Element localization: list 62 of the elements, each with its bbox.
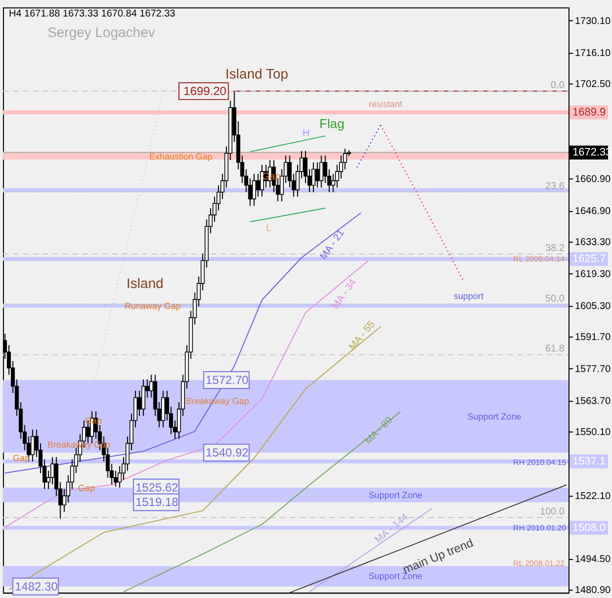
annotation: 23.6 bbox=[545, 180, 566, 192]
annotation: resistant bbox=[368, 99, 403, 110]
candlestick bbox=[315, 162, 320, 188]
annotation: 38.2 bbox=[545, 243, 565, 254]
y-tick-label: 1577.70 bbox=[574, 364, 612, 376]
annotation: 1482.30 bbox=[14, 579, 58, 594]
y-tick-label: 1716.10 bbox=[574, 48, 612, 60]
band-label: Support Zone bbox=[368, 490, 422, 500]
annotation: 50.0 bbox=[545, 293, 566, 304]
annotation: H4 1671.88 1673.33 1670.84 1672.33 bbox=[8, 8, 176, 20]
annotation: 61.8 bbox=[545, 344, 566, 355]
y-tick-label: 1730.10 bbox=[574, 16, 612, 28]
annotation: 1525.62 bbox=[135, 480, 178, 495]
y-tick-label: 1660.90 bbox=[574, 174, 612, 186]
text: MA - 55 bbox=[347, 318, 378, 352]
text: MA - 21 bbox=[318, 227, 348, 262]
text: MA - 144 bbox=[373, 512, 411, 546]
annotation: L bbox=[266, 222, 272, 234]
candlestick bbox=[161, 390, 166, 428]
y-tick-label: 1646.90 bbox=[574, 206, 612, 218]
candlestick bbox=[141, 378, 146, 416]
y-tick-label: 1550.10 bbox=[574, 427, 612, 438]
y-tick-label: 1702.50 bbox=[574, 79, 612, 90]
y-tick-label: 1522.10 bbox=[574, 491, 612, 502]
annotation: Gap bbox=[78, 482, 95, 493]
annotation: 1519.18 bbox=[135, 495, 179, 510]
y-tick-label: 1494.50 bbox=[574, 554, 612, 566]
y-tick-label: 1591.70 bbox=[574, 332, 612, 344]
annotation: 1540.92 bbox=[206, 446, 249, 460]
ref-line-label: 1689.9 bbox=[572, 106, 606, 118]
candlestick bbox=[256, 173, 260, 198]
y-tick-label: 1563.70 bbox=[574, 396, 612, 408]
y-tick-label: 1633.30 bbox=[574, 237, 612, 248]
annotation: support bbox=[454, 291, 484, 302]
annotation: RH 2010.01.20 bbox=[513, 523, 567, 532]
annotation: Island bbox=[126, 275, 164, 292]
annotation: 1572.70 bbox=[206, 373, 249, 388]
annotation: RL 2009.04.14 bbox=[513, 254, 566, 264]
annotation: Island Top bbox=[225, 66, 289, 82]
ref-line-label: 1699.20 bbox=[184, 84, 227, 98]
annotation: Breakaway Gap bbox=[186, 396, 250, 406]
line-series bbox=[4, 212, 362, 474]
candlestick bbox=[260, 164, 264, 198]
candlestick bbox=[30, 429, 35, 462]
candlestick bbox=[311, 162, 316, 193]
annotation: RH 2010.04.15 bbox=[513, 458, 567, 468]
band-label: Support Zone bbox=[368, 571, 422, 582]
candlestick bbox=[319, 155, 324, 188]
y-tick-label: 1619.30 bbox=[574, 269, 612, 280]
annotation: Runaway Gap bbox=[124, 300, 181, 311]
text: MA - 34 bbox=[330, 276, 359, 312]
candlestick bbox=[252, 173, 256, 206]
annotation: Exhaustion Gap bbox=[149, 152, 213, 162]
band-label: Support Zone bbox=[467, 411, 522, 422]
annotation: 0.0 bbox=[550, 80, 566, 92]
annotation: Sergey Logachev bbox=[47, 24, 156, 40]
y-tick-label: 1480.90 bbox=[574, 585, 612, 596]
annotation: Flag bbox=[319, 116, 344, 131]
y-tick-label: 1605.30 bbox=[574, 301, 612, 312]
annotation: RL 2008.01.22 bbox=[513, 558, 565, 568]
annotation: H bbox=[302, 128, 310, 139]
annotation: 100.0 bbox=[540, 506, 566, 518]
